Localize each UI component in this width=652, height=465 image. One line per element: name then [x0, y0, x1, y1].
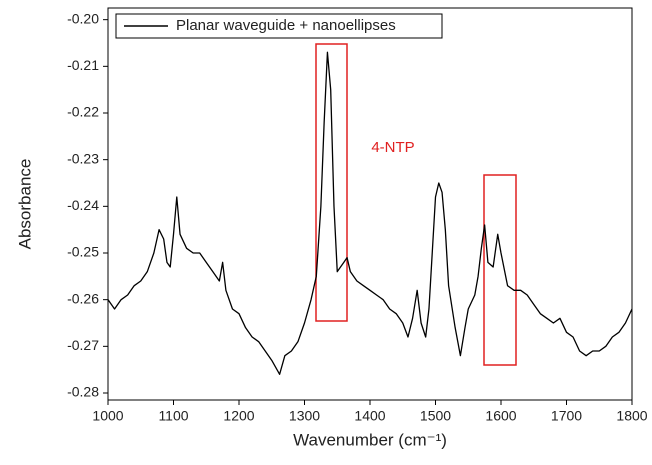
- highlight-box: [315, 43, 348, 322]
- data-line: [107, 51, 633, 375]
- y-tick-label: -0.26: [67, 290, 99, 306]
- x-tick-label: 1400: [354, 408, 385, 424]
- y-tick-label: -0.24: [67, 197, 99, 213]
- y-tick-label: -0.25: [67, 244, 99, 260]
- x-tick-label: 1000: [92, 408, 123, 424]
- y-tick-label: -0.28: [67, 384, 99, 400]
- x-tick-label: 1500: [420, 408, 451, 424]
- y-tick-label: -0.27: [67, 337, 99, 353]
- highlight-box: [483, 174, 517, 366]
- x-tick-label: 1700: [551, 408, 582, 424]
- x-tick-label: 1100: [158, 408, 188, 424]
- x-tick-label: 1800: [616, 408, 647, 424]
- y-tick-label: -0.22: [67, 104, 99, 120]
- x-tick-label: 1300: [289, 408, 320, 424]
- y-tick-label: -0.21: [67, 57, 99, 73]
- y-axis-label: Absorbance: [15, 159, 34, 250]
- legend-label: Planar waveguide + nanoellipses: [176, 17, 396, 34]
- x-tick-label: 1600: [485, 408, 516, 424]
- y-tick-label: -0.20: [67, 10, 99, 26]
- y-tick-label: -0.23: [67, 150, 99, 166]
- x-tick-label: 1200: [223, 408, 254, 424]
- plot-frame: [107, 7, 633, 401]
- annotation: 4-NTP: [371, 139, 414, 156]
- x-axis-label: Wavenumber (cm⁻¹): [293, 430, 447, 449]
- legend: [115, 13, 443, 39]
